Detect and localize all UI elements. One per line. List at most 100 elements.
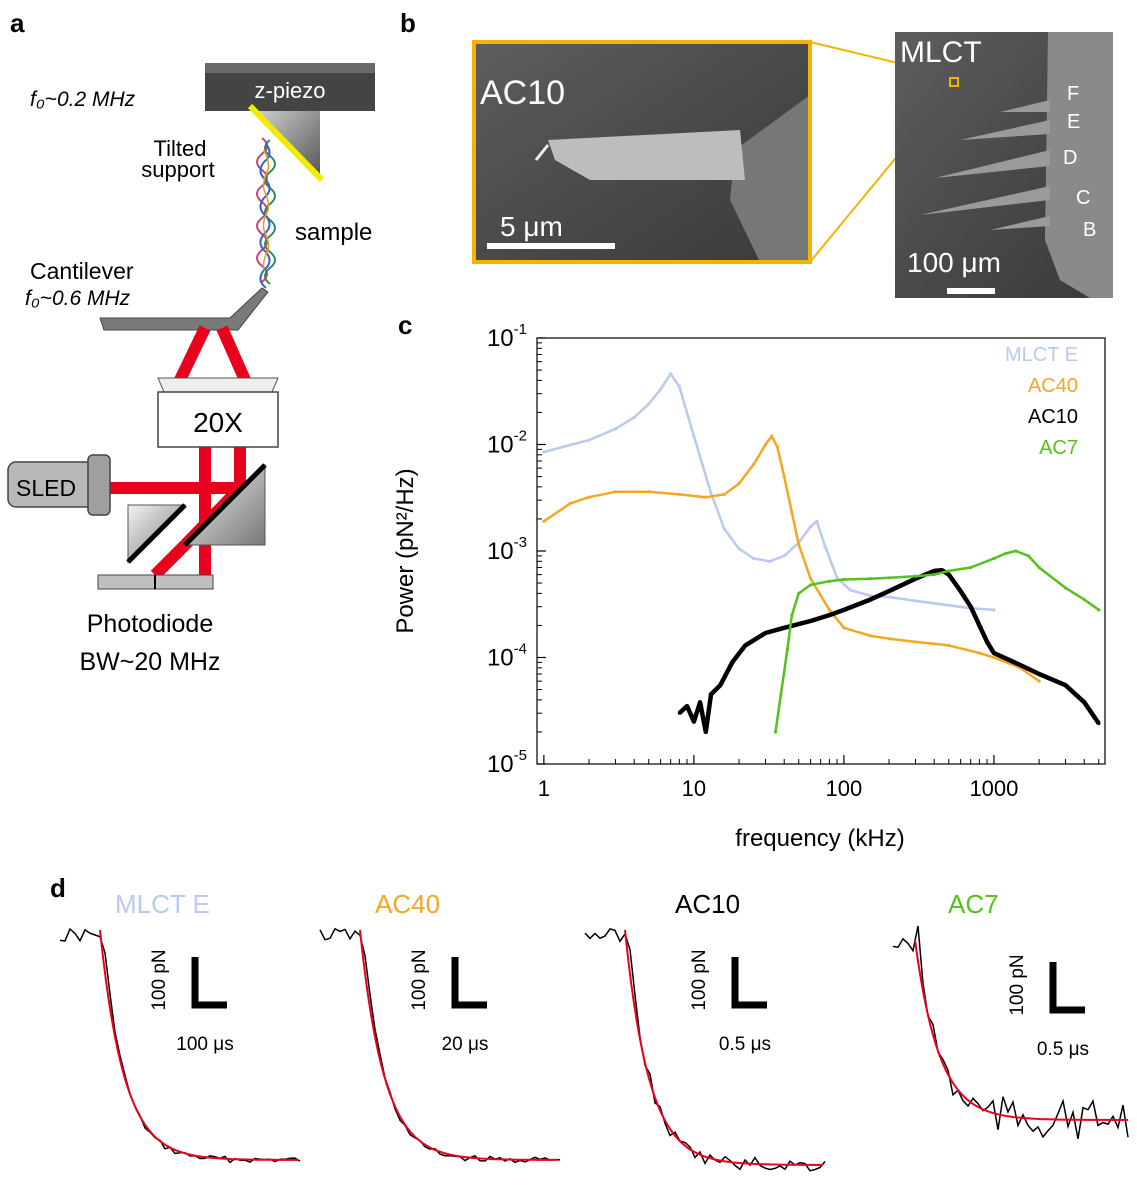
- data-point-ac40: [763, 442, 768, 447]
- data-point-ac10: [782, 626, 786, 630]
- psd-chart: 1 10 100 1000 10-1 10-2 10-3 10-4 10-5 frequency…: [392, 321, 1106, 852]
- data-point-ac10: [692, 720, 696, 724]
- data-point-mlct-e: [659, 387, 663, 391]
- data-point-ac40: [977, 651, 981, 655]
- y-tick-label: 10-1: [487, 321, 527, 352]
- scale-y-label: 100 pN: [149, 949, 170, 1010]
- data-point-ac40: [827, 608, 831, 612]
- data-point-mlct-e: [722, 527, 727, 531]
- data-point-ac40: [887, 637, 891, 641]
- data-point-ac10: [1018, 663, 1022, 667]
- data-point-ac10: [977, 623, 981, 628]
- data-point-mlct-e: [647, 402, 651, 406]
- data-point-ac10: [827, 613, 831, 617]
- data-point-ac40: [704, 495, 708, 499]
- legend-mlct-e: MLCT E: [1005, 344, 1078, 366]
- ac10-scale-label: 5 μm: [500, 211, 563, 242]
- data-point-ac7: [868, 577, 872, 581]
- data-point-ac10: [932, 569, 936, 573]
- data-point-ac40: [790, 510, 794, 515]
- trace-panel-ac40: AC40 100 pN 20 μs: [319, 889, 561, 1164]
- data-point-mlct-e: [868, 594, 872, 598]
- data-point-ac10: [1037, 672, 1041, 676]
- data-point-mlct-e: [768, 559, 772, 563]
- data-point-ac40: [1037, 679, 1041, 683]
- trace-panel-mlct-e: MLCT E 100 pN 100 μs: [59, 889, 301, 1164]
- data-point-ac40: [542, 519, 546, 523]
- data-point-ac40: [568, 501, 572, 505]
- mlct-scale-label: 100 μm: [907, 247, 1001, 278]
- letter-c: C: [1076, 187, 1090, 209]
- panel-label-b: b: [400, 8, 416, 38]
- legend-ac10: AC10: [1028, 406, 1078, 428]
- data-point-ac40: [913, 640, 918, 644]
- data-point-mlct-e: [992, 608, 996, 612]
- data-point-mlct-e: [613, 427, 618, 431]
- data-point-ac7: [1097, 608, 1101, 612]
- data-point-ac7: [913, 574, 918, 578]
- sample-label: sample: [295, 219, 372, 246]
- data-point-ac7: [785, 647, 789, 651]
- x-tick-label: 100: [826, 776, 863, 801]
- data-point-ac7: [947, 569, 951, 573]
- x-tick-label: 1000: [969, 776, 1018, 801]
- data-point-ac40: [868, 634, 872, 638]
- data-point-ac10: [969, 605, 973, 609]
- data-point-ac10: [677, 711, 681, 715]
- data-point-ac7: [779, 692, 783, 697]
- scale-y-label: 100 pN: [689, 949, 710, 1010]
- data-point-mlct-e: [782, 554, 786, 558]
- scale-bar: [451, 957, 487, 1009]
- data-point-mlct-e: [542, 450, 546, 454]
- data-point-ac7: [992, 556, 996, 561]
- measured-trace: [319, 927, 561, 1164]
- trace-panel-ac7: AC7 100 pN 0.5 μs: [892, 889, 1129, 1140]
- legend-ac40: AC40: [1028, 375, 1078, 397]
- sem-images: AC10 5 μm MLCT F E D C B 100 μm: [472, 32, 1113, 298]
- legend: MLCT E AC40 AC10 AC7: [1005, 344, 1078, 459]
- scale-x-label: 0.5 μs: [1037, 1039, 1089, 1060]
- data-point-mlct-e: [737, 547, 741, 551]
- data-point-ac10: [959, 589, 963, 593]
- exponential-fit: [99, 929, 298, 1161]
- data-point-mlct-e: [669, 372, 673, 376]
- data-point-ac7: [1004, 551, 1008, 555]
- data-point-ac7: [1063, 586, 1068, 590]
- series-layer: [542, 372, 1101, 735]
- scale-y-label: 100 pN: [1007, 954, 1028, 1015]
- data-point-ac7: [773, 730, 778, 734]
- ac10-inset-frame: [472, 40, 812, 264]
- data-point-mlct-e: [815, 519, 819, 523]
- z-piezo-label: z-piezo: [255, 78, 326, 103]
- objective-lens: [157, 391, 279, 448]
- scale-x-label: 20 μs: [442, 1034, 489, 1055]
- trace-title: MLCT E: [115, 889, 210, 919]
- y-tick-label: 10-2: [487, 428, 527, 459]
- data-point-ac40: [947, 643, 951, 647]
- y-axis-label-text: Power (pN²/Hz): [392, 468, 419, 633]
- y-tick-label: 10-4: [487, 641, 527, 672]
- y-tick-label: 10-3: [487, 534, 527, 565]
- mlct-cantilevers: [920, 100, 1050, 230]
- data-point-ac10: [868, 597, 872, 602]
- axes-layer: 1 10 100 1000 10-1 10-2 10-3 10-4 10-5: [487, 321, 1100, 801]
- data-point-ac7: [1082, 597, 1086, 602]
- legend-ac7: AC7: [1039, 437, 1078, 459]
- scale-y-label: 100 pN: [409, 949, 430, 1010]
- exponential-fit: [359, 929, 558, 1161]
- data-point-ac10: [1097, 721, 1101, 726]
- sample-molecule: [256, 137, 276, 289]
- data-point-ac7: [827, 579, 831, 583]
- data-point-ac10: [913, 577, 918, 581]
- data-point-mlct-e: [913, 599, 918, 603]
- trace-panel-ac10: AC10 100 pN 0.5 μs: [584, 889, 826, 1172]
- data-point-ac40: [809, 577, 813, 581]
- ac10-inset-label: AC10: [480, 74, 565, 112]
- data-point-ac10: [940, 568, 944, 572]
- data-point-mlct-e: [587, 438, 591, 442]
- mlct-chip-image: [1045, 32, 1113, 298]
- data-point-ac40: [751, 462, 756, 467]
- data-point-ac10: [842, 608, 846, 612]
- data-point-ac7: [1037, 565, 1041, 570]
